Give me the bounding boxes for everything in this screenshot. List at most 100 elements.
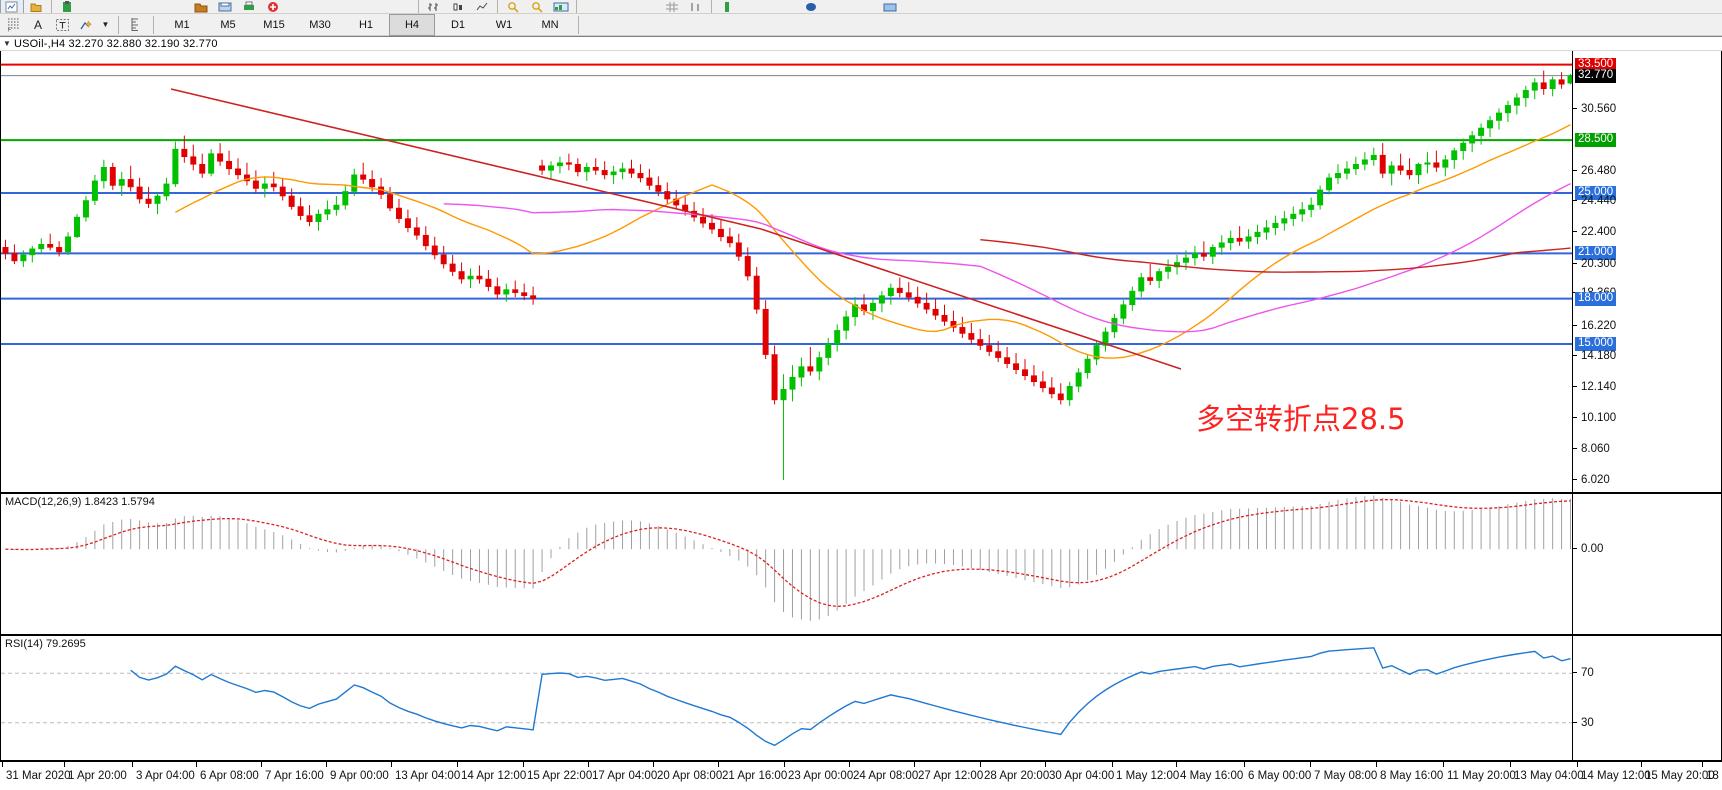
price-tick-22400: 22.400 xyxy=(1581,226,1617,239)
print-icon[interactable] xyxy=(237,0,261,13)
ohlc-icon[interactable] xyxy=(684,0,708,13)
price-tick-6020: 6.020 xyxy=(1581,473,1610,486)
rsi-tick-30: 30 xyxy=(1581,716,1594,729)
time-label-7: 14 Apr 12:00 xyxy=(461,770,527,782)
time-label-12: 23 Apr 00:00 xyxy=(788,770,854,782)
macd-plot-area[interactable] xyxy=(1,494,1573,634)
price-plot-area[interactable]: 多空转折点28.5 xyxy=(1,51,1573,492)
price-chart-svg xyxy=(1,63,1573,480)
time-tick xyxy=(132,762,133,767)
time-label-14: 27 Apr 12:00 xyxy=(918,770,984,782)
timeframe-h1[interactable]: H1 xyxy=(358,18,374,31)
symbol-ohlc-text: USOil-,H4 32.270 32.880 32.190 32.770 xyxy=(14,37,218,50)
time-label-24: 14 May 12:00 xyxy=(1581,770,1651,782)
periodicity-icon[interactable] xyxy=(124,14,148,36)
time-label-17: 1 May 12:00 xyxy=(1116,770,1180,782)
drawing-toolbar[interactable]: F A ▼ xyxy=(0,13,1722,36)
time-label-0: 31 Mar 2020 xyxy=(6,770,71,782)
macd-label: MACD(12,26,9) 1.8423 1.5794 xyxy=(5,496,155,508)
chevron-down-icon[interactable]: ▼ xyxy=(101,20,110,29)
time-label-20: 7 May 08:00 xyxy=(1314,770,1378,782)
text-label-icon[interactable]: A xyxy=(33,17,42,32)
price-pane: 多空转折点28.5 33.500 32.770 30.560 28.500 26.480… xyxy=(0,50,1722,493)
macd-axis[interactable]: 0.00 xyxy=(1572,494,1721,634)
time-label-1: 1 Apr 20:00 xyxy=(68,770,127,782)
time-tick xyxy=(1376,762,1377,767)
candlestick-chart-icon[interactable] xyxy=(446,0,470,13)
timeframe-m30[interactable]: M30 xyxy=(309,18,331,31)
shapes-icon[interactable] xyxy=(74,14,98,36)
indicators-icon[interactable] xyxy=(549,0,573,13)
macd-chart-svg xyxy=(5,495,1572,621)
time-label-26: 18 May 22:00 xyxy=(1706,770,1722,782)
crosshair-icon[interactable]: F xyxy=(2,14,26,36)
time-tick xyxy=(391,762,392,767)
timeframe-m1[interactable]: M1 xyxy=(174,18,190,31)
price-tick-8060: 8.060 xyxy=(1581,442,1610,455)
new-order-icon[interactable] xyxy=(261,0,285,13)
time-label-10: 20 Apr 08:00 xyxy=(657,770,723,782)
profiles-icon[interactable] xyxy=(24,0,48,13)
standard-toolbar[interactable] xyxy=(0,0,1722,14)
time-tick xyxy=(196,762,197,767)
save-icon[interactable] xyxy=(213,0,237,13)
time-label-15: 28 Apr 20:00 xyxy=(984,770,1050,782)
price-tag-28500: 28.500 xyxy=(1575,133,1617,148)
timeframe-mn[interactable]: MN xyxy=(541,18,559,31)
time-label-2: 3 Apr 04:00 xyxy=(136,770,195,782)
open-icon[interactable] xyxy=(189,0,213,13)
rsi-label: RSI(14) 79.2695 xyxy=(5,638,86,650)
time-tick xyxy=(1176,762,1177,767)
rsi-plot-area[interactable] xyxy=(1,636,1573,760)
zoom-out-icon[interactable] xyxy=(525,0,549,13)
timeframe-w1[interactable]: W1 xyxy=(495,18,513,31)
zoom-in-icon[interactable] xyxy=(501,0,525,13)
line-chart-icon[interactable] xyxy=(470,0,494,13)
timeframe-d1[interactable]: D1 xyxy=(450,18,466,31)
time-tick xyxy=(1045,762,1046,767)
time-tick xyxy=(326,762,327,767)
time-tick xyxy=(914,762,915,767)
time-tick xyxy=(1510,762,1511,767)
price-tick-10100: 10.100 xyxy=(1581,411,1617,424)
time-label-23: 13 May 04:00 xyxy=(1514,770,1584,782)
terminal-icon[interactable] xyxy=(878,0,902,13)
time-axis[interactable]: 31 Mar 2020 1 Apr 20:00 3 Apr 04:00 6 Apr 0… xyxy=(0,761,1722,790)
price-tag-25000: 25.000 xyxy=(1575,185,1617,200)
new-chart-icon[interactable] xyxy=(0,0,24,13)
time-tick xyxy=(64,762,65,767)
chart-window: ▼ USOil-,H4 32.270 32.880 32.190 32.770 … xyxy=(0,36,1722,790)
time-tick xyxy=(1310,762,1311,767)
time-label-22: 11 May 20:00 xyxy=(1447,770,1516,782)
expert-advisor-icon[interactable] xyxy=(799,0,823,13)
text-object-icon[interactable] xyxy=(50,14,74,36)
bar-chart-icon[interactable] xyxy=(422,0,446,13)
price-tick-14180: 14.180 xyxy=(1581,350,1617,363)
chart-menu-caret-icon[interactable]: ▼ xyxy=(3,39,11,48)
timeframe-h4[interactable]: H4 xyxy=(389,13,435,36)
rsi-axis[interactable]: 70 30 xyxy=(1572,636,1721,760)
time-tick xyxy=(523,762,524,767)
time-tick xyxy=(1641,762,1642,767)
rsi-tick-70: 70 xyxy=(1581,667,1594,680)
price-tick-24440: 24.440 xyxy=(1581,195,1617,208)
price-tick-12140: 12.140 xyxy=(1581,381,1617,394)
price-axis[interactable]: 33.500 32.770 30.560 28.500 26.480 25.000 24.4… xyxy=(1572,51,1721,492)
timeframe-m15[interactable]: M15 xyxy=(263,18,285,31)
rsi-chart-svg xyxy=(1,647,1573,747)
svg-text:F: F xyxy=(8,28,11,33)
grid-toggle-icon[interactable] xyxy=(660,0,684,13)
time-label-18: 4 May 16:00 xyxy=(1180,770,1244,782)
timeframe-m5[interactable]: M5 xyxy=(220,18,236,31)
market-watch-icon[interactable] xyxy=(55,0,79,13)
macd-tick-000: 0.00 xyxy=(1581,543,1604,556)
time-tick xyxy=(1577,762,1578,767)
autotrading-icon[interactable] xyxy=(715,0,739,13)
time-tick xyxy=(1443,762,1444,767)
price-tick-20300: 20.300 xyxy=(1581,257,1617,270)
time-label-6: 13 Apr 04:00 xyxy=(395,770,461,782)
price-tick-30560: 30.560 xyxy=(1581,102,1617,115)
time-label-11: 21 Apr 16:00 xyxy=(722,770,788,782)
timeframe-group[interactable]: M1 M5 M15 M30 H1 H4 D1 W1 MN xyxy=(157,13,575,36)
